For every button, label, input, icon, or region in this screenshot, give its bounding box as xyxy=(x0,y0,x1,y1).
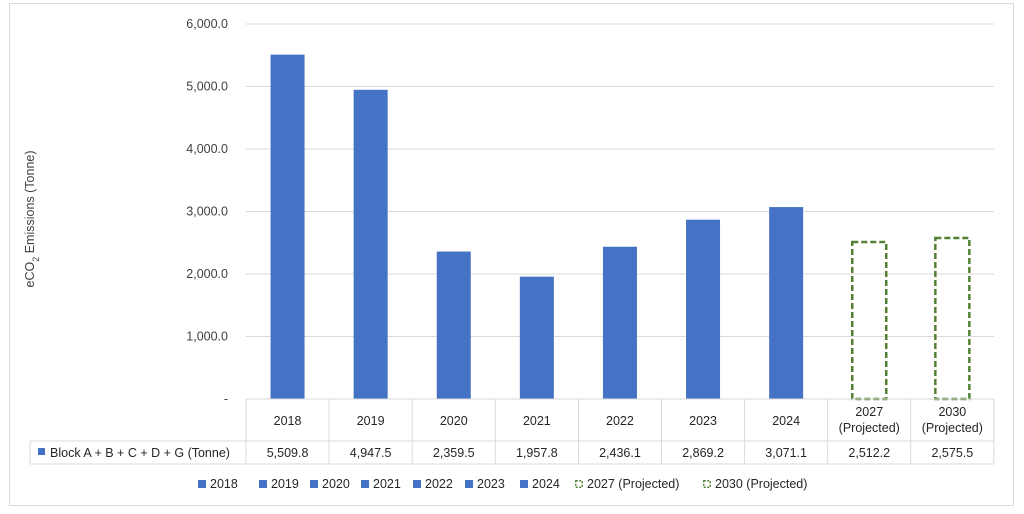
bar xyxy=(602,246,637,399)
y-tick-label: 1,000.0 xyxy=(186,330,228,344)
legend-key xyxy=(198,480,206,488)
y-axis-title-subscript: 2 xyxy=(31,257,41,262)
data-value-label: 3,071.1 xyxy=(765,446,807,460)
y-tick-label: 2,000.0 xyxy=(186,267,228,281)
y-axis-title: eCO2 Emissions (Tonne) xyxy=(23,150,41,287)
y-tick-label: 5,000.0 xyxy=(186,80,228,94)
data-value-label: 2,575.5 xyxy=(931,446,973,460)
x-category-sublabel: (Projected) xyxy=(839,421,900,435)
legend-label: 2020 xyxy=(322,477,350,491)
bar xyxy=(769,207,804,399)
data-table: 2018 5,509.8 2019 4,947.5 2020 2,359.5 2021 1,9… xyxy=(29,398,995,465)
legend-key xyxy=(465,480,473,488)
y-axis-title-rest: Emissions (Tonne) xyxy=(23,150,37,256)
x-category-label: 2021 xyxy=(523,414,551,428)
y-tick-label: 6,000.0 xyxy=(186,17,228,31)
data-value-label: 1,957.8 xyxy=(516,446,558,460)
data-value-label: 4,947.5 xyxy=(350,446,392,460)
legend: 2018 2019 2020 2021 2022 2023 2024 2027 (Projec… xyxy=(198,477,807,491)
legend-label: 2027 (Projected) xyxy=(587,477,679,491)
x-category-label: 2030 xyxy=(938,405,966,419)
data-value-label: 2,436.1 xyxy=(599,446,641,460)
legend-key-projected xyxy=(703,480,711,488)
table-row-key xyxy=(38,448,45,455)
data-value-label: 2,869.2 xyxy=(682,446,724,460)
y-tick-label: 4,000.0 xyxy=(186,142,228,156)
bar xyxy=(353,89,388,399)
legend-label: 2022 xyxy=(425,477,453,491)
table-row-label: Block A + B + C + D + G (Tonne) xyxy=(50,446,230,460)
y-axis-ticks: - 1,000.0 2,000.0 3,000.0 4,000.0 5,000.0 6,00… xyxy=(186,17,228,406)
legend-key-projected xyxy=(575,480,583,488)
bar xyxy=(686,219,721,399)
legend-label: 2021 xyxy=(373,477,401,491)
emissions-bar-chart: - 1,000.0 2,000.0 3,000.0 4,000.0 5,000.0 6,00… xyxy=(23,17,995,491)
bar-projected xyxy=(934,236,971,401)
x-category-label: 2019 xyxy=(357,414,385,428)
chart-frame: - 1,000.0 2,000.0 3,000.0 4,000.0 5,000.0 6,00… xyxy=(9,3,1014,506)
legend-key xyxy=(520,480,528,488)
legend-label: 2024 xyxy=(532,477,560,491)
x-category-label: 2018 xyxy=(274,414,302,428)
legend-key xyxy=(413,480,421,488)
data-value-label: 5,509.8 xyxy=(267,446,309,460)
legend-label: 2019 xyxy=(271,477,299,491)
legend-key xyxy=(361,480,369,488)
legend-label: 2018 xyxy=(210,477,238,491)
y-axis-title-main: eCO xyxy=(23,262,37,288)
legend-label: 2023 xyxy=(477,477,505,491)
x-category-label: 2027 xyxy=(855,405,883,419)
data-value-label: 2,512.2 xyxy=(848,446,890,460)
x-category-label: 2024 xyxy=(772,414,800,428)
x-category-label: 2020 xyxy=(440,414,468,428)
x-category-label: 2023 xyxy=(689,414,717,428)
x-category-label: 2022 xyxy=(606,414,634,428)
y-tick-label: 3,000.0 xyxy=(186,205,228,219)
bar xyxy=(519,276,554,399)
bar xyxy=(270,54,305,399)
y-tick-label: - xyxy=(224,392,228,406)
legend-label: 2030 (Projected) xyxy=(715,477,807,491)
legend-key xyxy=(259,480,267,488)
x-category-sublabel: (Projected) xyxy=(922,421,983,435)
data-value-label: 2,359.5 xyxy=(433,446,475,460)
legend-key xyxy=(310,480,318,488)
bar xyxy=(436,251,471,399)
bars xyxy=(270,54,971,401)
bar-projected xyxy=(851,240,888,401)
